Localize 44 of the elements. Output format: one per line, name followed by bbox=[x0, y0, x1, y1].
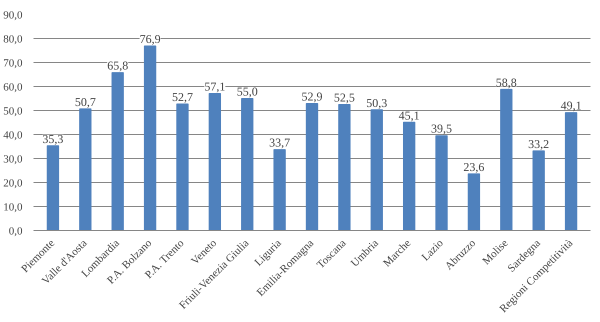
y-tick-label: 0,0 bbox=[8, 226, 23, 238]
y-tick-label: 80,0 bbox=[3, 34, 23, 46]
bar bbox=[306, 103, 318, 230]
data-label: 23,6 bbox=[463, 160, 484, 174]
data-label: 49,1 bbox=[560, 98, 582, 113]
data-label: 55,0 bbox=[236, 84, 258, 98]
bar bbox=[112, 72, 124, 230]
bar bbox=[273, 149, 286, 230]
data-label: 58,8 bbox=[496, 75, 517, 90]
data-label: 33,2 bbox=[528, 136, 550, 151]
bar bbox=[241, 98, 254, 230]
y-tick-label: 90,0 bbox=[3, 10, 23, 22]
data-label: 65,8 bbox=[107, 58, 128, 73]
bar bbox=[370, 109, 383, 230]
bar bbox=[176, 104, 189, 230]
y-tick-label: 60,0 bbox=[3, 82, 23, 94]
bar bbox=[468, 173, 480, 230]
data-label: 50,3 bbox=[366, 96, 388, 110]
bar bbox=[500, 88, 512, 230]
bar bbox=[435, 135, 448, 230]
data-label: 39,5 bbox=[431, 122, 452, 136]
bar bbox=[532, 150, 545, 230]
data-label: 52,5 bbox=[334, 90, 355, 104]
bar bbox=[144, 45, 156, 230]
data-label: 57,1 bbox=[204, 79, 226, 94]
y-tick-label: 40,0 bbox=[3, 130, 23, 142]
bar bbox=[46, 145, 60, 230]
data-label: 50,7 bbox=[74, 94, 96, 109]
bar bbox=[564, 112, 578, 230]
bar bbox=[79, 108, 92, 230]
bar bbox=[208, 92, 222, 230]
y-tick-label: 20,0 bbox=[3, 178, 23, 190]
data-label: 76,9 bbox=[140, 32, 161, 46]
y-tick-label: 10,0 bbox=[3, 202, 23, 214]
y-tick-label: 30,0 bbox=[3, 154, 23, 166]
bar bbox=[402, 122, 416, 230]
data-label: 35,3 bbox=[42, 132, 64, 146]
data-label: 52,7 bbox=[172, 90, 193, 104]
data-label: 45,1 bbox=[398, 108, 420, 122]
bar bbox=[338, 104, 351, 230]
data-label: 33,7 bbox=[269, 136, 290, 150]
data-label: 52,9 bbox=[302, 90, 322, 104]
y-tick-label: 50,0 bbox=[3, 106, 23, 118]
y-tick-label: 70,0 bbox=[3, 58, 23, 70]
